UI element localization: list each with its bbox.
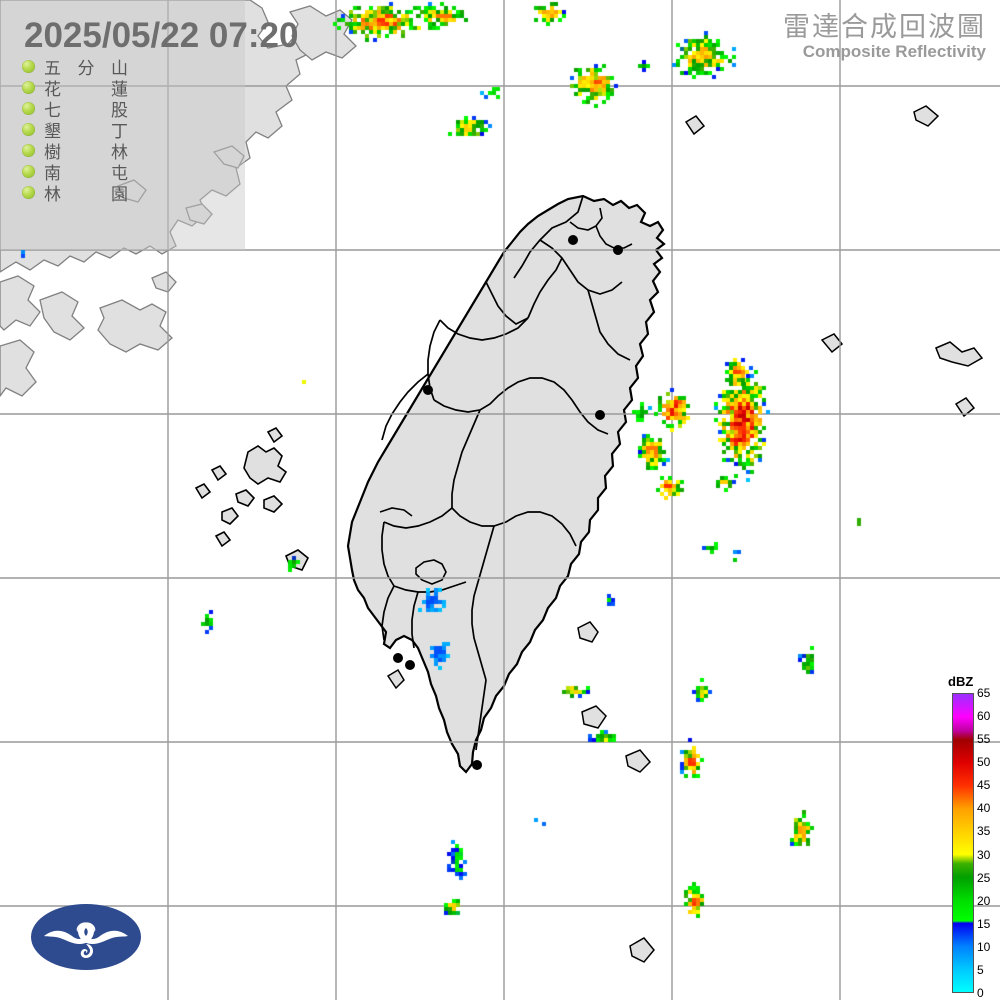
station-status-dot — [22, 123, 35, 136]
station-name-label: 五分山 — [44, 59, 128, 79]
station-status-dot — [22, 165, 35, 178]
station-row-6[interactable]: 林 園 — [22, 182, 128, 205]
dbz-tick-10: 10 — [977, 939, 991, 954]
station-status-dot — [22, 60, 35, 73]
dbz-tick-15: 15 — [977, 916, 991, 931]
dbz-tick-55: 55 — [977, 732, 991, 747]
station-name-label: 樹 林 — [44, 143, 128, 163]
station-status-dot — [22, 186, 35, 199]
dbz-tick-20: 20 — [977, 893, 991, 908]
station-status-dot — [22, 81, 35, 94]
dbz-unit-label: dBZ — [948, 674, 974, 689]
dbz-tick-5: 5 — [977, 962, 984, 977]
dbz-tick-0: 0 — [977, 986, 984, 1000]
dbz-gradient-bar — [952, 693, 974, 993]
station-row-3[interactable]: 墾 丁 — [22, 119, 128, 142]
station-row-2[interactable]: 七 股 — [22, 98, 128, 121]
station-status-dot — [22, 144, 35, 157]
station-name-label: 墾 丁 — [44, 122, 128, 142]
dbz-tick-labels: 65 60 55 50 45 40 35 30 25 20 15 10 5 0 — [977, 687, 1000, 999]
dbz-tick-45: 45 — [977, 778, 991, 793]
dbz-tick-35: 35 — [977, 824, 991, 839]
map-title-english: Composite Reflectivity — [802, 42, 986, 62]
observation-timestamp: 2025/05/22 07:20 — [24, 16, 299, 55]
station-name-label: 南 屯 — [44, 164, 128, 184]
station-row-4[interactable]: 樹 林 — [22, 140, 128, 163]
dbz-tick-25: 25 — [977, 870, 991, 885]
dbz-tick-65: 65 — [977, 686, 991, 700]
station-name-label: 林 園 — [44, 185, 128, 205]
station-row-0[interactable]: 五分山 — [22, 56, 128, 79]
radar-station-legend: 五分山花 蓮七 股墾 丁樹 林南 屯林 園 — [22, 56, 128, 205]
dbz-tick-30: 30 — [977, 847, 991, 862]
map-title-chinese: 雷達合成回波圖 — [783, 12, 986, 43]
dbz-color-scale: dBZ 65 60 55 50 45 40 35 30 25 20 15 10 5 0 — [944, 674, 996, 999]
station-name-label: 七 股 — [44, 101, 128, 121]
station-row-5[interactable]: 南 屯 — [22, 161, 128, 184]
logo-swirl — [44, 922, 128, 958]
dbz-tick-50: 50 — [977, 755, 991, 770]
cwb-logo — [31, 904, 141, 970]
station-name-label: 花 蓮 — [44, 80, 128, 100]
station-row-1[interactable]: 花 蓮 — [22, 77, 128, 100]
dbz-tick-60: 60 — [977, 709, 991, 724]
map-title-block: 雷達合成回波圖 Composite Reflectivity — [783, 12, 986, 62]
dbz-tick-40: 40 — [977, 801, 991, 816]
station-status-dot — [22, 102, 35, 115]
